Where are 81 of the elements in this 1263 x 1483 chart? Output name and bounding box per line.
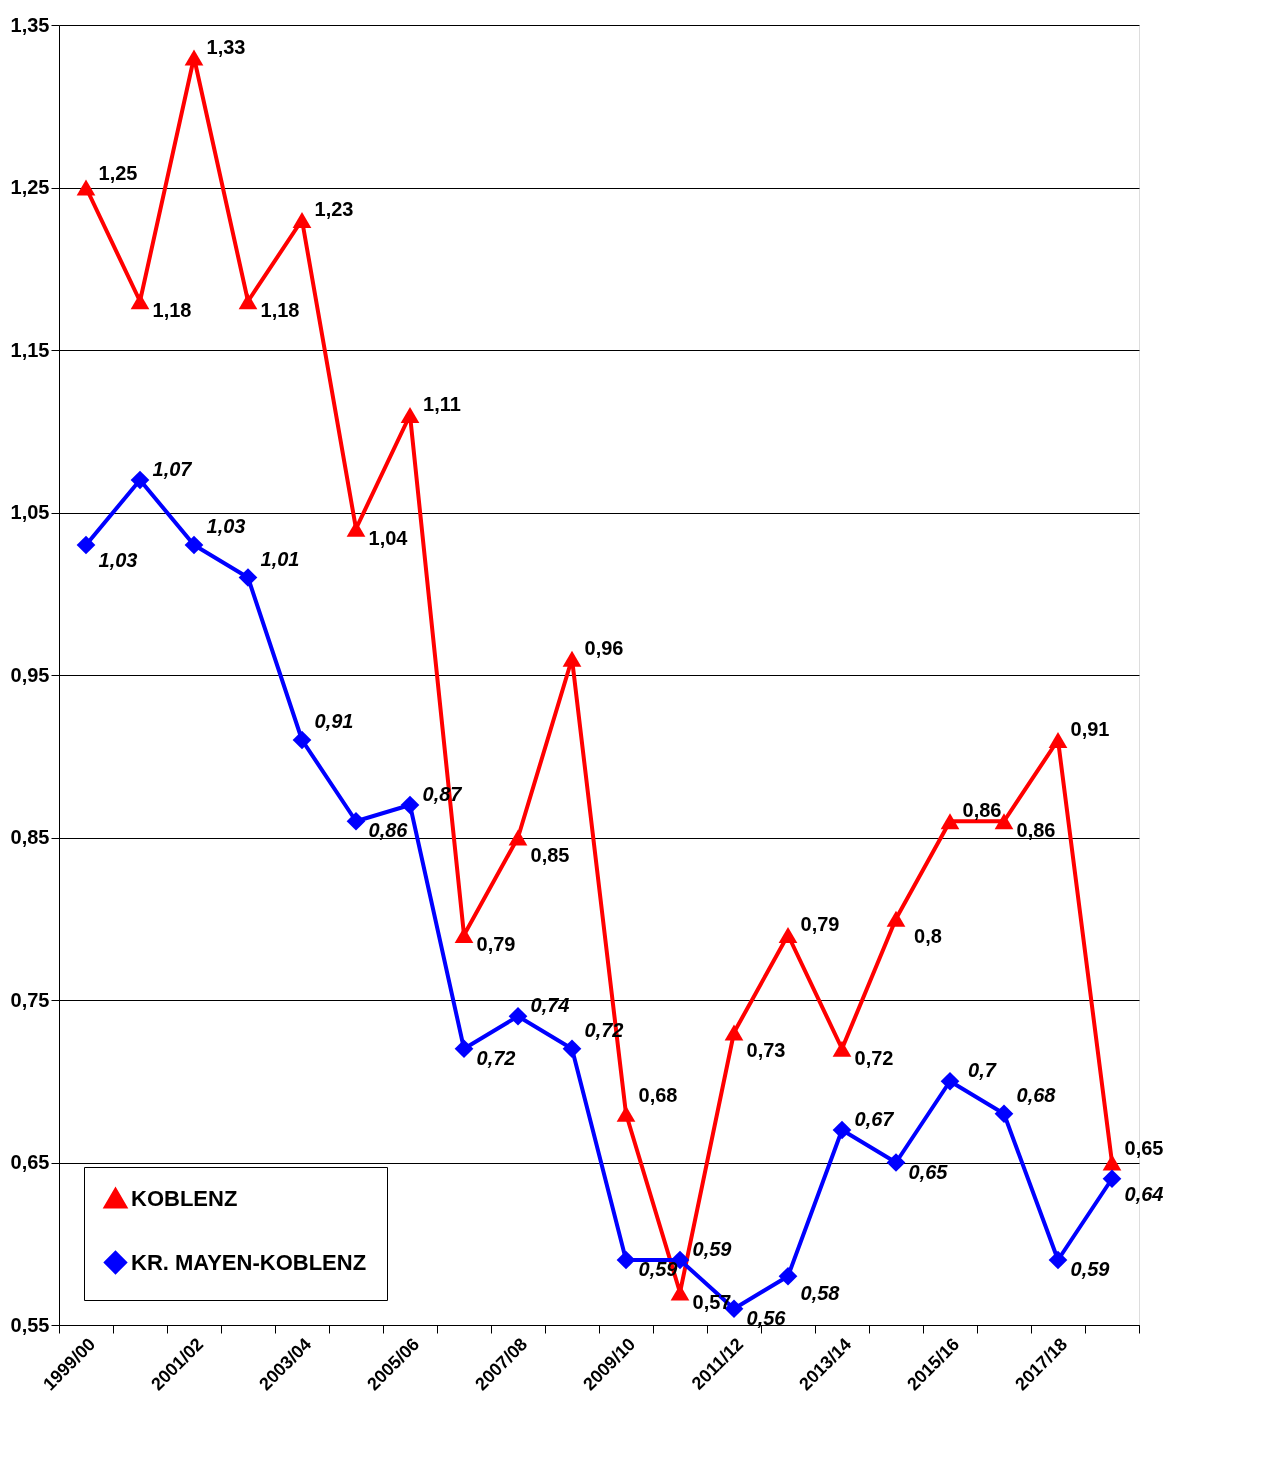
point [940,1071,960,1091]
point [292,211,312,229]
point [508,1006,528,1026]
data-label: 1,18 [152,299,192,322]
data-label: 0,59 [1070,1258,1111,1280]
point [940,813,960,830]
point [778,1266,798,1286]
point [616,1105,636,1122]
data-label: 0,86 [962,799,1002,822]
point [778,926,798,944]
data-label: 1,23 [314,198,354,220]
y-tick-label: 1,25 [10,176,50,198]
data-label: 0,72 [854,1046,894,1069]
data-label: 0,58 [800,1282,841,1305]
y-tick-label: 0,85 [10,826,50,848]
point [994,1104,1014,1124]
point [1102,1154,1122,1171]
y-tick-label: 1,35 [10,13,50,36]
point [400,795,420,815]
legend-label: KOBLENZ [131,1185,238,1211]
data-label: 0,8 [914,924,942,947]
point [1048,1250,1068,1270]
data-label: 0,79 [476,933,516,955]
data-label: 0,7 [968,1059,997,1082]
point [832,1040,852,1057]
point [1102,1169,1122,1189]
data-label: 1,03 [98,549,138,571]
point [76,535,96,555]
y-tick-label: 0,55 [10,1313,50,1336]
y-tick-label: 1,05 [10,501,50,523]
data-label: 0,85 [530,843,570,866]
data-label: 0,68 [1016,1083,1057,1106]
point [886,910,906,927]
data-label: 1,04 [368,526,409,549]
point [1048,731,1068,749]
point [346,520,366,537]
data-label: 1,03 [206,515,246,537]
point [508,829,528,846]
point [76,179,96,196]
point [886,1153,906,1172]
y-tick-label: 0,75 [10,988,50,1011]
data-label: 0,59 [692,1238,733,1260]
point [292,730,312,750]
data-label: 0,91 [1070,718,1110,740]
point [454,1039,474,1059]
y-tick-label: 1,15 [10,338,50,361]
data-label: 0,96 [584,636,624,659]
data-label: 0,56 [746,1306,787,1329]
data-label: 0,79 [800,913,840,935]
point [184,535,204,555]
point [832,1120,852,1140]
data-label: 1,11 [423,393,461,415]
data-label: 0,86 [1016,819,1056,842]
point [130,470,150,490]
y-tick-label: 0,65 [10,1151,50,1173]
point [130,293,150,310]
point [238,568,258,587]
point [562,650,582,667]
data-label: 1,25 [98,161,138,184]
data-label: 0,65 [908,1160,949,1183]
point [184,49,204,66]
data-label: 0,72 [476,1046,516,1069]
point [238,293,258,310]
point [616,1250,636,1270]
point [562,1039,582,1059]
data-label: 1,33 [206,35,246,58]
data-label: 0,73 [746,1038,786,1061]
data-label: 1,18 [260,299,300,322]
data-label: 0,68 [638,1083,678,1106]
data-label: 0,65 [1124,1136,1164,1159]
point [400,406,420,424]
legend-label: KR. MAYEN-KOBLENZ [131,1249,367,1275]
point [346,811,366,831]
data-label: 0,64 [1124,1182,1164,1205]
data-label: 0,86 [368,819,409,842]
y-tick-label: 0,95 [10,663,50,686]
data-label: 0,91 [314,710,354,732]
data-label: 1,01 [260,547,300,570]
data-label: 1,07 [152,458,193,480]
data-label: 0,67 [854,1108,895,1130]
point [724,1024,744,1041]
